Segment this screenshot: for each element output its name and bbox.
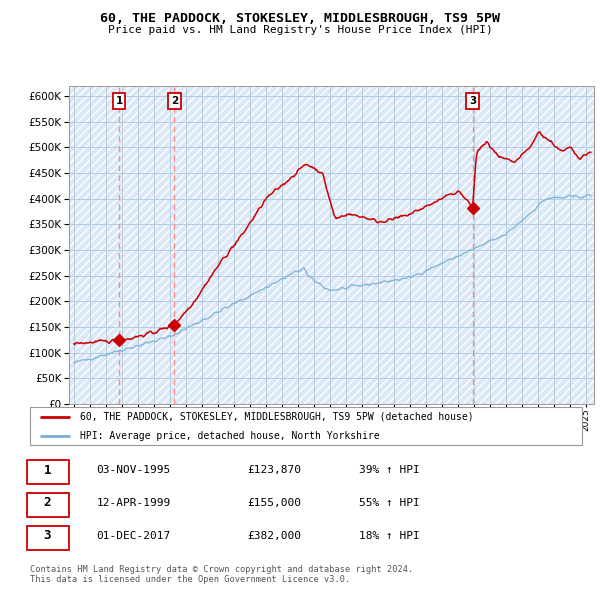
Text: £382,000: £382,000 — [247, 531, 301, 540]
Text: 3: 3 — [44, 529, 51, 542]
Text: Contains HM Land Registry data © Crown copyright and database right 2024.: Contains HM Land Registry data © Crown c… — [30, 565, 413, 574]
Bar — [69, 86, 594, 404]
FancyBboxPatch shape — [27, 493, 68, 517]
Text: 18% ↑ HPI: 18% ↑ HPI — [359, 531, 419, 540]
Text: 3: 3 — [469, 96, 476, 106]
FancyBboxPatch shape — [27, 460, 68, 484]
Text: 1: 1 — [44, 464, 51, 477]
Text: 2: 2 — [44, 496, 51, 510]
FancyBboxPatch shape — [27, 526, 68, 550]
Text: 60, THE PADDOCK, STOKESLEY, MIDDLESBROUGH, TS9 5PW (detached house): 60, THE PADDOCK, STOKESLEY, MIDDLESBROUG… — [80, 412, 473, 422]
FancyBboxPatch shape — [30, 407, 582, 445]
Text: 12-APR-1999: 12-APR-1999 — [97, 498, 171, 508]
Text: HPI: Average price, detached house, North Yorkshire: HPI: Average price, detached house, Nort… — [80, 431, 379, 441]
Text: This data is licensed under the Open Government Licence v3.0.: This data is licensed under the Open Gov… — [30, 575, 350, 584]
Text: £123,870: £123,870 — [247, 466, 301, 475]
Text: £155,000: £155,000 — [247, 498, 301, 508]
Text: 01-DEC-2017: 01-DEC-2017 — [97, 531, 171, 540]
Text: 39% ↑ HPI: 39% ↑ HPI — [359, 466, 419, 475]
Text: 60, THE PADDOCK, STOKESLEY, MIDDLESBROUGH, TS9 5PW: 60, THE PADDOCK, STOKESLEY, MIDDLESBROUG… — [100, 12, 500, 25]
Text: 1: 1 — [115, 96, 123, 106]
Text: 03-NOV-1995: 03-NOV-1995 — [97, 466, 171, 475]
Text: Price paid vs. HM Land Registry's House Price Index (HPI): Price paid vs. HM Land Registry's House … — [107, 25, 493, 35]
Text: 2: 2 — [170, 96, 178, 106]
Text: 55% ↑ HPI: 55% ↑ HPI — [359, 498, 419, 508]
